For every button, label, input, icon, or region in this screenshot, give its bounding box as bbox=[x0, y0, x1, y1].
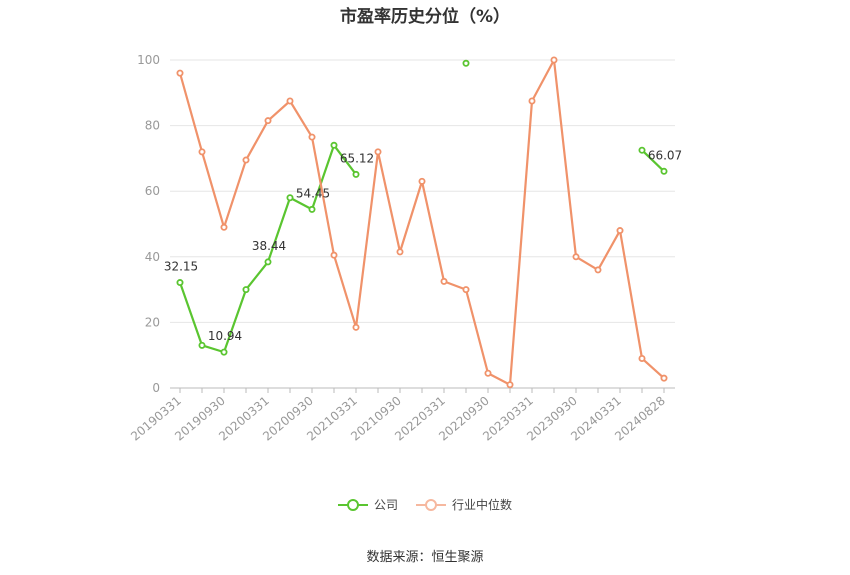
y-tick-label: 0 bbox=[152, 381, 160, 395]
data-point-1 bbox=[594, 266, 602, 274]
data-point-0 bbox=[462, 59, 470, 67]
data-point-1 bbox=[616, 227, 624, 235]
data-point-1 bbox=[528, 97, 536, 105]
data-label: 32.15 bbox=[164, 260, 198, 274]
data-point-1 bbox=[396, 248, 404, 256]
data-label: 65.12 bbox=[340, 151, 374, 165]
data-label: 54.45 bbox=[296, 186, 330, 200]
legend-company-label: 公司 bbox=[373, 498, 398, 512]
chart-title: 市盈率历史分位（%） bbox=[339, 7, 511, 27]
y-tick-label: 80 bbox=[145, 119, 160, 133]
data-point-1 bbox=[440, 277, 448, 285]
data-point-1 bbox=[638, 354, 646, 362]
data-label: 10.94 bbox=[208, 329, 242, 343]
data-point-0 bbox=[264, 258, 272, 266]
data-point-0 bbox=[660, 167, 668, 175]
data-point-1 bbox=[352, 323, 360, 331]
data-point-1 bbox=[572, 253, 580, 261]
data-point-1 bbox=[198, 148, 206, 156]
data-label: 66.07 bbox=[648, 148, 682, 162]
data-point-0 bbox=[638, 146, 646, 154]
data-point-0 bbox=[198, 341, 206, 349]
data-point-1 bbox=[330, 251, 338, 259]
data-point-1 bbox=[286, 97, 294, 105]
legend-item-industry[interactable]: 行业中位数 bbox=[416, 496, 512, 513]
data-point-1 bbox=[220, 223, 228, 231]
y-tick-label: 40 bbox=[145, 250, 160, 264]
data-label: 38.44 bbox=[252, 239, 286, 253]
data-point-0 bbox=[176, 279, 184, 287]
series-line-1 bbox=[178, 58, 665, 386]
y-tick-label: 60 bbox=[145, 184, 160, 198]
legend-company-swatch-icon bbox=[337, 498, 368, 511]
data-point-0 bbox=[330, 141, 338, 149]
y-tick-label: 20 bbox=[145, 315, 160, 329]
data-point-1 bbox=[462, 286, 470, 294]
data-source: 数据来源：恒生聚源 bbox=[366, 550, 484, 565]
data-point-1 bbox=[418, 177, 426, 185]
data-point-0 bbox=[352, 170, 360, 178]
line-chart: 0204060801002019033120190930202003312020… bbox=[128, 53, 682, 444]
data-point-0 bbox=[220, 348, 228, 356]
data-point-1 bbox=[550, 56, 558, 64]
data-point-0 bbox=[286, 194, 294, 202]
data-point-0 bbox=[308, 205, 316, 213]
series-line-0 bbox=[641, 149, 665, 173]
data-point-1 bbox=[506, 381, 514, 389]
data-point-0 bbox=[242, 286, 250, 294]
data-point-1 bbox=[242, 156, 250, 164]
data-point-1 bbox=[176, 69, 184, 77]
data-point-1 bbox=[660, 374, 668, 382]
data-point-1 bbox=[308, 133, 316, 141]
legend-item-company[interactable]: 公司 bbox=[337, 496, 398, 513]
legend-industry-swatch-icon bbox=[416, 498, 446, 511]
y-tick-label: 100 bbox=[137, 53, 160, 67]
data-point-1 bbox=[484, 369, 492, 377]
data-point-1 bbox=[374, 148, 382, 156]
legend: 公司 行业中位数 bbox=[0, 496, 850, 513]
legend-industry-label: 行业中位数 bbox=[452, 498, 513, 512]
data-point-1 bbox=[264, 117, 272, 125]
